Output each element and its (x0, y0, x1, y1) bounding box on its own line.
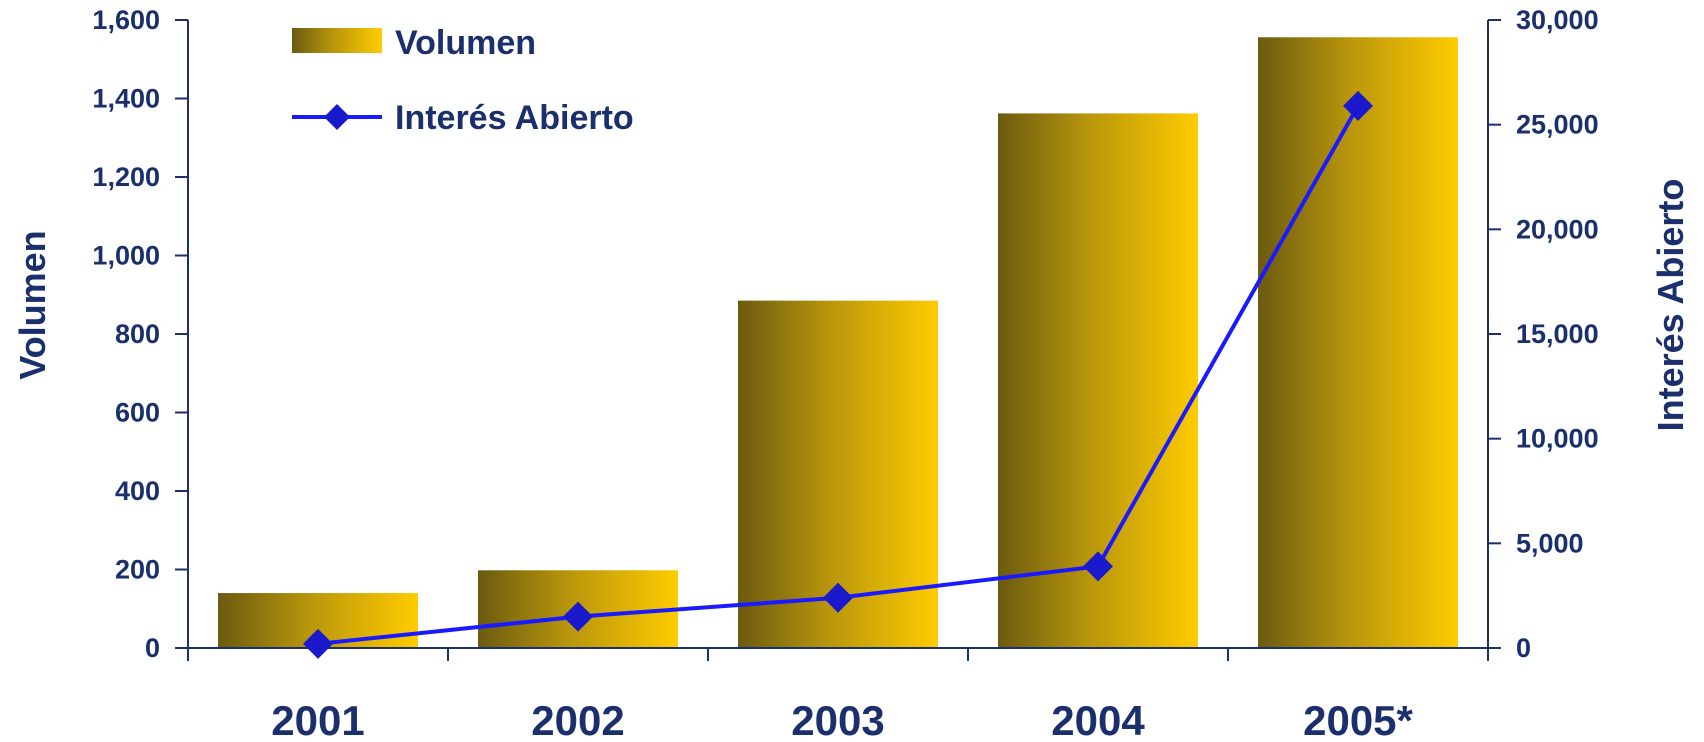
interes-abierto-point-2005* (1343, 90, 1373, 121)
right-axis-title: Interés Abierto (1650, 179, 1691, 432)
left-tick-label: 1,000 (92, 241, 160, 271)
interes-abierto-point-2003 (823, 582, 853, 613)
category-labels: 2001 2002 2003 2004 2005* (271, 697, 1413, 742)
right-tick-label: 20,000 (1516, 214, 1599, 244)
category-label: 2002 (531, 697, 624, 742)
left-tick-label: 600 (115, 398, 160, 428)
right-tick-label: 15,000 (1516, 319, 1599, 349)
category-label: 2003 (791, 697, 884, 742)
right-tick-label: 25,000 (1516, 110, 1599, 140)
legend-label-volumen: Volumen (395, 24, 536, 62)
category-label: 2004 (1051, 697, 1145, 742)
interes-abierto-point-2001 (303, 628, 333, 659)
left-tick-label: 800 (115, 319, 160, 349)
right-tick-label: 5,000 (1516, 528, 1584, 558)
interes-abierto-point-2004 (1083, 551, 1113, 582)
bar-2005* (1258, 37, 1458, 648)
left-axis-title: Volumen (12, 230, 53, 379)
legend-marker-interes (324, 104, 350, 130)
left-axis-ticks: 0 200 400 600 800 1,000 1,200 1,400 1,600 (92, 5, 188, 663)
line-series (303, 90, 1373, 659)
left-tick-label: 400 (115, 476, 160, 506)
right-tick-label: 0 (1516, 633, 1531, 663)
interes-abierto-point-2002 (563, 601, 593, 632)
legend-label-interes: Interés Abierto (395, 99, 634, 137)
right-tick-label: 30,000 (1516, 5, 1599, 35)
legend: Volumen Interés Abierto (292, 24, 634, 137)
left-tick-label: 200 (115, 555, 160, 585)
left-tick-label: 1,200 (92, 162, 160, 192)
left-tick-label: 0 (145, 633, 160, 663)
bar-series (218, 37, 1458, 649)
right-tick-label: 10,000 (1516, 424, 1599, 454)
left-tick-label: 1,600 (92, 5, 160, 35)
right-axis-ticks: 0 5,000 10,000 15,000 20,000 25,000 30,000 (1488, 5, 1599, 663)
category-label: 2005* (1303, 697, 1413, 742)
left-tick-label: 1,400 (92, 84, 160, 114)
legend-swatch-volumen (292, 28, 382, 53)
category-label: 2001 (271, 697, 364, 742)
